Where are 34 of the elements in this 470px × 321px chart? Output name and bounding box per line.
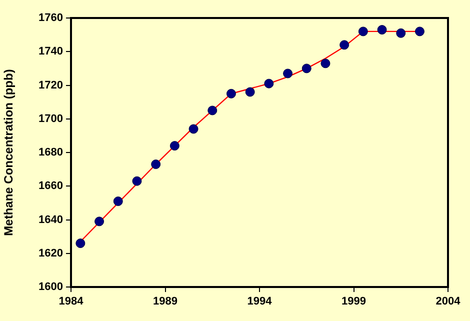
point — [113, 196, 123, 206]
y-tick-label: 1700 — [38, 112, 63, 125]
point — [94, 216, 104, 226]
y-tick-label: 1760 — [38, 12, 63, 24]
point — [188, 124, 198, 134]
point — [208, 106, 218, 116]
point — [358, 26, 368, 36]
point — [302, 64, 312, 74]
point — [377, 25, 387, 35]
y-tick-label: 1680 — [38, 146, 63, 159]
point — [340, 40, 350, 50]
y-tick-label: 1600 — [38, 281, 63, 294]
x-tick-label: 1989 — [153, 296, 178, 308]
x-tick-label: 2004 — [436, 296, 462, 308]
y-tick-label: 1720 — [38, 79, 63, 92]
y-tick-label: 1740 — [38, 46, 63, 58]
point — [245, 87, 255, 97]
y-tick-label: 1640 — [38, 214, 63, 226]
point — [396, 28, 406, 38]
point — [76, 238, 86, 248]
point — [151, 160, 161, 170]
x-tick-label: 1984 — [58, 296, 84, 308]
point — [132, 176, 142, 186]
point — [414, 26, 424, 36]
point — [264, 78, 274, 88]
y-axis-title: Methane Concentration (ppb) — [2, 69, 16, 236]
point — [170, 141, 180, 151]
x-tick-label: 1994 — [247, 296, 273, 308]
y-tick-label: 1660 — [38, 180, 63, 192]
point — [226, 88, 236, 98]
point — [283, 68, 293, 78]
y-tick-label: 1620 — [38, 247, 63, 260]
x-tick-label: 1999 — [342, 296, 366, 308]
point — [320, 58, 330, 68]
